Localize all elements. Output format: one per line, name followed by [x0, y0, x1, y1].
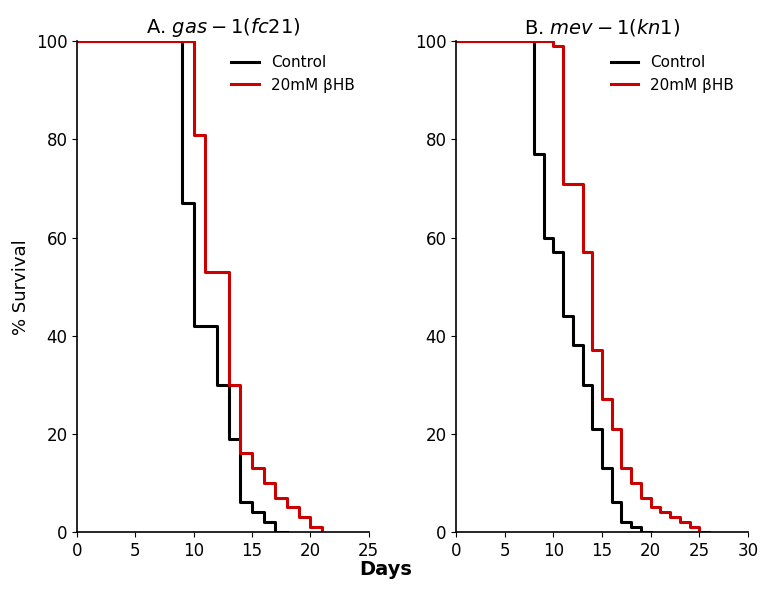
Y-axis label: % Survival: % Survival: [12, 239, 30, 335]
Text: Days: Days: [359, 560, 412, 579]
Legend: Control, 20mM βHB: Control, 20mM βHB: [225, 49, 361, 99]
Title: A. $\mathit{gas-1(fc21)}$: A. $\mathit{gas-1(fc21)}$: [146, 16, 300, 39]
Title: B. $\mathit{mev-1(kn1)}$: B. $\mathit{mev-1(kn1)}$: [524, 17, 680, 38]
Legend: Control, 20mM βHB: Control, 20mM βHB: [604, 49, 740, 99]
